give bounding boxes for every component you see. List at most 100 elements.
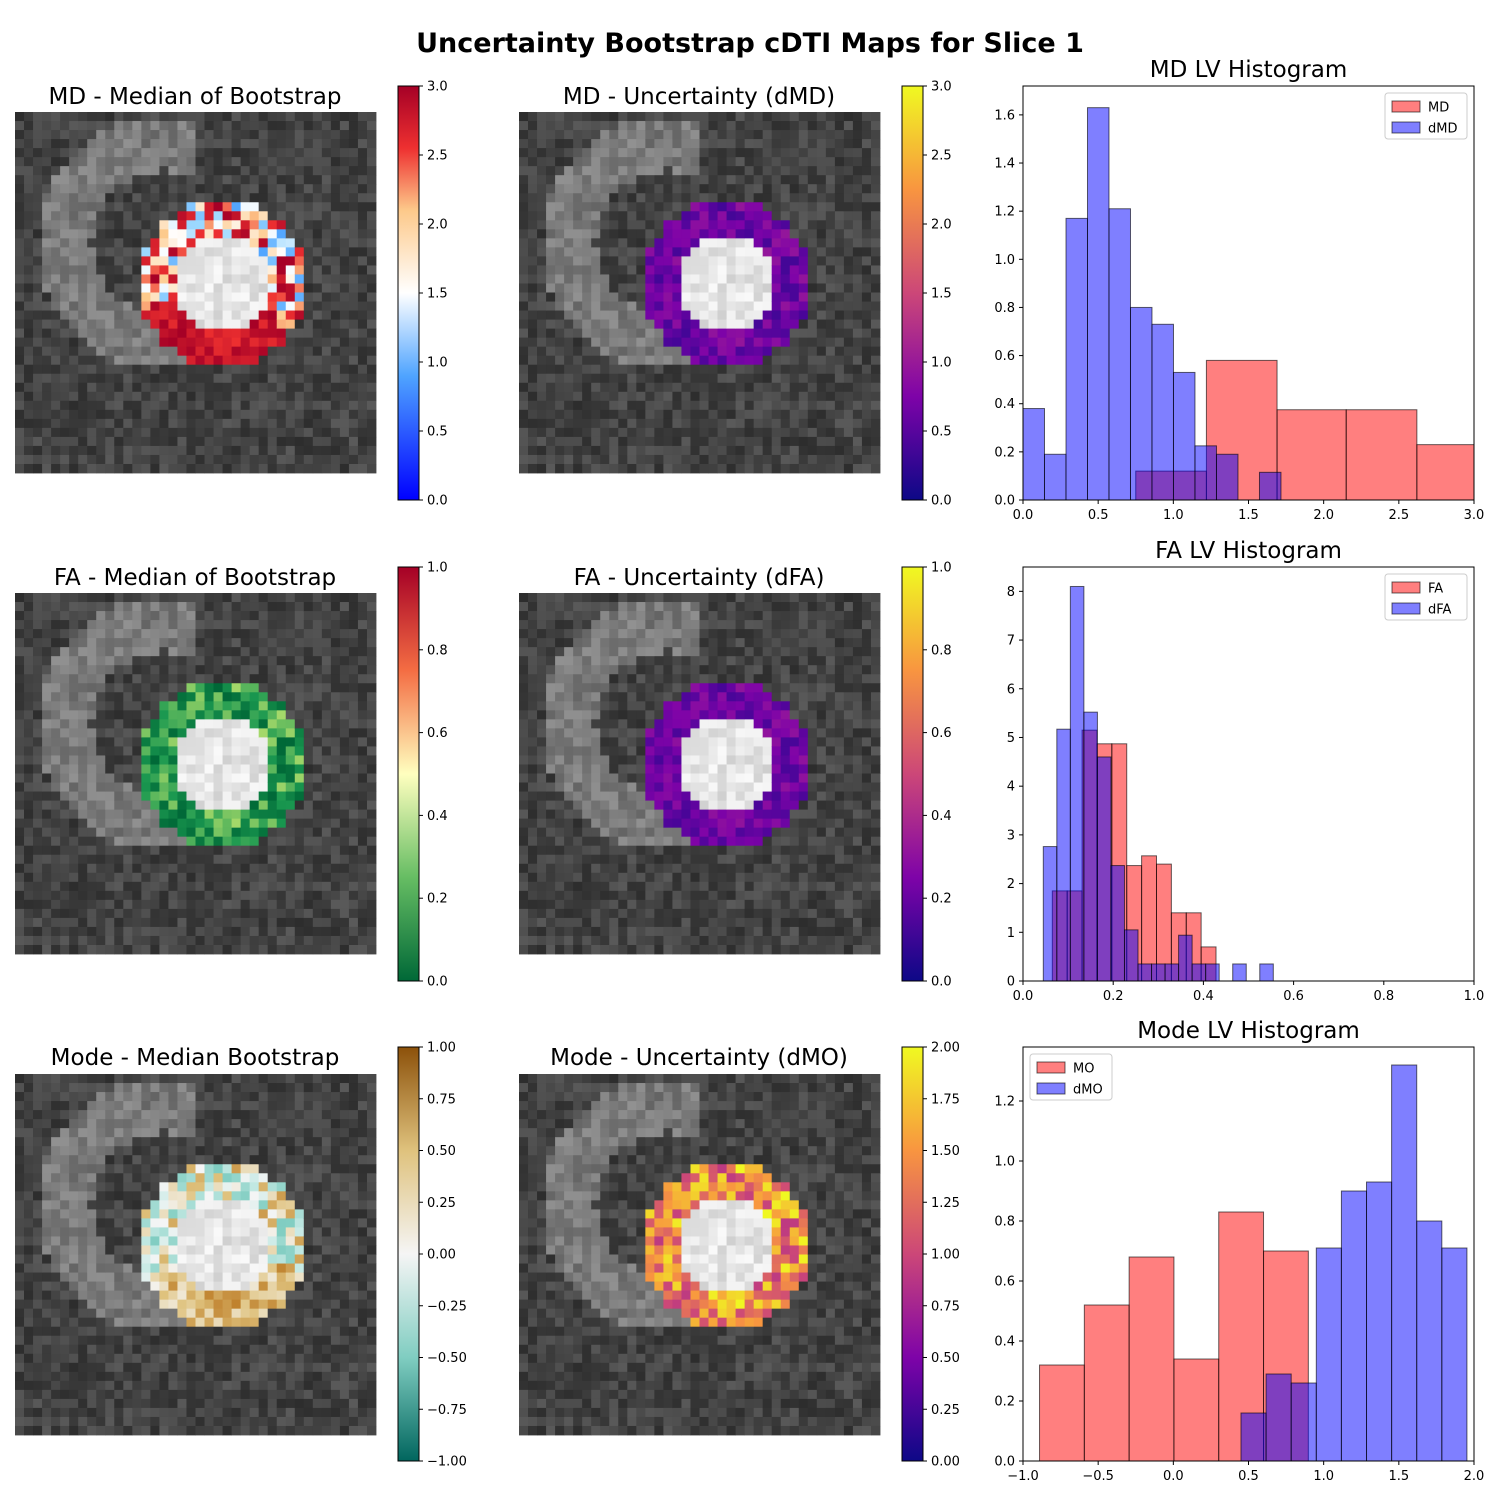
histogram-bar bbox=[1216, 454, 1237, 500]
y-tick-label: 7 bbox=[1007, 634, 1015, 649]
x-tick-label: 3.0 bbox=[1464, 508, 1485, 523]
histogram-bar bbox=[1044, 454, 1065, 500]
legend-label: MO bbox=[1073, 1062, 1094, 1077]
map-title-dfa: FA - Uncertainty (dFA) bbox=[574, 565, 825, 591]
y-tick-label: 0.0 bbox=[994, 494, 1015, 509]
map-image-mode bbox=[15, 1074, 376, 1435]
x-tick-label: 0.0 bbox=[1163, 1469, 1184, 1484]
histogram-bar bbox=[1152, 964, 1166, 981]
colorbar-fa: 0.00.20.40.60.81.0 bbox=[398, 561, 448, 990]
y-tick-label: 0.6 bbox=[994, 1275, 1015, 1290]
histogram-bar bbox=[1233, 964, 1247, 981]
y-tick-label: 8 bbox=[1007, 585, 1015, 600]
histogram-bar bbox=[1341, 1191, 1366, 1461]
histogram-bar bbox=[1087, 108, 1108, 500]
histogram-bar bbox=[1179, 935, 1193, 981]
colorbar-tick-label: 0.0 bbox=[427, 975, 448, 990]
histogram-bar bbox=[1066, 218, 1087, 500]
colorbar-tick-label: −0.25 bbox=[427, 1299, 467, 1314]
y-tick-label: 0.4 bbox=[994, 397, 1015, 412]
y-tick-label: 5 bbox=[1007, 731, 1015, 746]
y-tick-label: 0 bbox=[1007, 975, 1015, 990]
y-tick-label: 6 bbox=[1007, 682, 1015, 697]
colorbar-tick-label: 0.4 bbox=[931, 809, 952, 824]
colorbar-dmo: 0.000.250.500.751.001.251.501.752.00 bbox=[902, 1041, 960, 1470]
colorbar-tick-label: 2.0 bbox=[931, 218, 952, 233]
histogram-bar bbox=[1084, 712, 1098, 981]
colorbar-tick-label: 3.0 bbox=[931, 80, 952, 95]
y-tick-label: 1.2 bbox=[994, 205, 1015, 220]
legend-swatch bbox=[1392, 122, 1420, 133]
histogram-bar bbox=[1070, 586, 1084, 981]
histogram-bar bbox=[1192, 964, 1206, 981]
colorbar-tick-label: 0.5 bbox=[427, 425, 448, 440]
legend-swatch bbox=[1392, 582, 1420, 593]
histogram-bar bbox=[1138, 964, 1152, 981]
histogram-bar bbox=[1097, 757, 1111, 981]
histogram-bar bbox=[1417, 1221, 1442, 1461]
histogram-bar bbox=[1043, 847, 1057, 981]
legend-swatch bbox=[1392, 603, 1420, 614]
colorbar-tick-label: 0.50 bbox=[427, 1144, 456, 1159]
map-title-md: MD - Median of Bootstrap bbox=[48, 84, 341, 110]
y-tick-label: 1.2 bbox=[994, 1095, 1015, 1110]
map-image-md bbox=[15, 112, 376, 473]
y-tick-label: 4 bbox=[1007, 780, 1015, 795]
colorbar-tick-label: 2.5 bbox=[931, 149, 952, 164]
colorbar-tick-label: 0.25 bbox=[931, 1403, 960, 1418]
map-image-fa bbox=[15, 593, 376, 954]
histogram-bar bbox=[1142, 856, 1157, 981]
colorbar-tick-label: 3.0 bbox=[427, 80, 448, 95]
histogram-bar bbox=[1111, 866, 1125, 981]
histogram-bar bbox=[1124, 930, 1138, 981]
colorbar-tick-label: 1.75 bbox=[931, 1092, 960, 1107]
figure-title: Uncertainty Bootstrap cDTI Maps for Slic… bbox=[416, 28, 1084, 59]
map-image-dmo bbox=[519, 1074, 880, 1435]
histogram-bar bbox=[1130, 307, 1151, 500]
y-tick-label: 1 bbox=[1007, 926, 1015, 941]
colorbar-tick-label: 1.00 bbox=[931, 1248, 960, 1263]
x-tick-label: 0.0 bbox=[1013, 989, 1034, 1004]
colorbar-tick-label: 2.0 bbox=[427, 218, 448, 233]
colorbar-tick-label: 0.2 bbox=[427, 892, 448, 907]
histogram-bar bbox=[1291, 1383, 1316, 1461]
map-title-dmo: Mode - Uncertainty (dMO) bbox=[550, 1045, 848, 1071]
colorbar-dfa: 0.00.20.40.60.81.0 bbox=[902, 561, 952, 990]
colorbar-tick-label: 1.0 bbox=[931, 561, 952, 576]
y-tick-label: 3 bbox=[1007, 828, 1015, 843]
colorbar-tick-label: 0.0 bbox=[427, 494, 448, 509]
colorbar-tick-label: 0.00 bbox=[427, 1248, 456, 1263]
colorbar-tick-label: 0.8 bbox=[427, 643, 448, 658]
histogram-bar bbox=[1023, 409, 1044, 500]
colorbar-tick-label: 0.6 bbox=[931, 726, 952, 741]
x-tick-label: 0.6 bbox=[1283, 989, 1304, 1004]
histogram-bar bbox=[1084, 1305, 1129, 1461]
histogram-bar bbox=[1367, 1182, 1392, 1461]
y-tick-label: 1.6 bbox=[994, 108, 1015, 123]
histogram-bar bbox=[1316, 1248, 1341, 1461]
histogram-bar bbox=[1174, 1359, 1219, 1461]
legend-label: dMD bbox=[1428, 122, 1457, 137]
y-tick-label: 0.4 bbox=[994, 1335, 1015, 1350]
x-tick-label: 2.0 bbox=[1464, 1469, 1485, 1484]
x-tick-label: 1.5 bbox=[1388, 1469, 1409, 1484]
x-tick-label: 0.4 bbox=[1193, 989, 1214, 1004]
histogram-title: MD LV Histogram bbox=[1150, 57, 1348, 83]
histogram-bar bbox=[1109, 209, 1130, 500]
x-tick-label: −0.5 bbox=[1082, 1469, 1114, 1484]
x-tick-label: 0.0 bbox=[1013, 508, 1034, 523]
colorbar-tick-label: 0.75 bbox=[931, 1299, 960, 1314]
colorbar-tick-label: 1.0 bbox=[931, 356, 952, 371]
y-tick-label: 0.8 bbox=[994, 301, 1015, 316]
legend-swatch bbox=[1037, 1083, 1065, 1094]
histogram-bar bbox=[1417, 445, 1474, 500]
colorbar-tick-label: 1.0 bbox=[427, 561, 448, 576]
y-tick-label: 2 bbox=[1007, 877, 1015, 892]
colorbar-tick-label: −1.00 bbox=[427, 1455, 467, 1470]
legend-label: dFA bbox=[1428, 603, 1452, 618]
x-tick-label: 0.5 bbox=[1238, 1469, 1259, 1484]
